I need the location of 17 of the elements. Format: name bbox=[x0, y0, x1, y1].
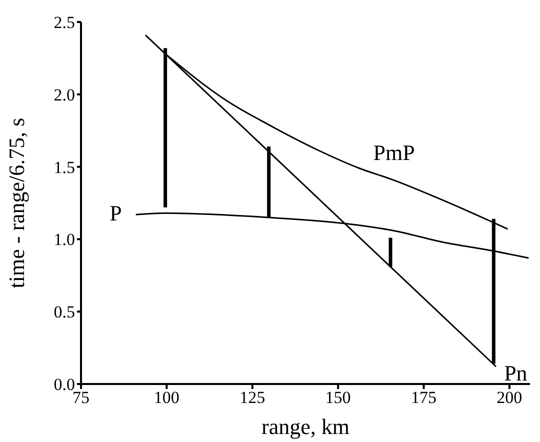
series-label: P bbox=[110, 200, 122, 226]
y-tick-label: 2.5 bbox=[54, 13, 75, 32]
series-label: PmP bbox=[373, 140, 415, 166]
y-axis-title: time - range/6.75, s bbox=[4, 118, 29, 288]
y-tick-label: 0.5 bbox=[54, 302, 75, 322]
y-tick-label: 2.0 bbox=[54, 85, 75, 104]
x-axis-title: range, km bbox=[262, 414, 350, 439]
series-label: Pn bbox=[504, 360, 528, 386]
x-tick-label: 150 bbox=[325, 388, 351, 408]
x-tick-label: 75 bbox=[72, 388, 90, 408]
x-tick-label: 100 bbox=[154, 388, 180, 408]
x-tick-label: 175 bbox=[411, 388, 436, 408]
y-tick-label: 1.5 bbox=[54, 158, 75, 177]
y-tick-label: 0.0 bbox=[54, 375, 75, 394]
y-tick-label: 1.0 bbox=[54, 230, 75, 250]
x-tick-label: 125 bbox=[240, 388, 266, 408]
x-tick-label: 200 bbox=[496, 388, 522, 408]
